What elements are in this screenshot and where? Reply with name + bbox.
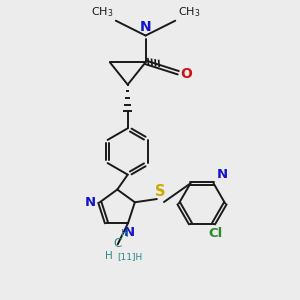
Text: H: H [121,229,129,239]
Text: H: H [105,251,112,261]
Text: Cl: Cl [208,226,222,239]
Text: N: N [124,226,135,239]
Text: [11]H: [11]H [117,252,142,261]
Text: CH$_3$: CH$_3$ [178,5,200,19]
Text: N: N [140,20,152,34]
Text: N: N [217,168,228,181]
Text: CH$_3$: CH$_3$ [91,5,113,19]
Text: N: N [85,196,96,209]
Text: S: S [155,184,166,199]
Text: C: C [114,237,122,250]
Text: O: O [181,67,193,81]
